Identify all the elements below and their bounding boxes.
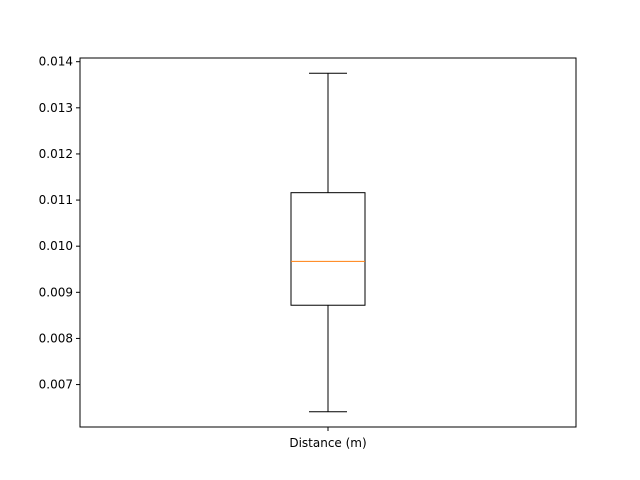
y-axis: 0.007 0.008 0.009 0.010 0.011 0.012 0.013 0.014 — [39, 55, 80, 392]
y-tick-label: 0.013 — [39, 101, 73, 115]
x-tick-label: Distance (m) — [289, 436, 366, 450]
iqr-box — [290, 192, 366, 306]
plot-frame — [79, 57, 577, 428]
box-layer — [290, 72, 366, 413]
y-tick-label: 0.012 — [39, 147, 73, 161]
x-axis: Distance (m) — [289, 427, 367, 450]
y-tick-label: 0.014 — [39, 55, 73, 69]
y-tick-label: 0.009 — [39, 285, 73, 299]
y-tick-label: 0.010 — [39, 239, 73, 253]
y-tick-label: 0.011 — [39, 193, 73, 207]
y-tick-label: 0.008 — [39, 331, 73, 345]
y-tick-label: 0.007 — [39, 378, 73, 392]
